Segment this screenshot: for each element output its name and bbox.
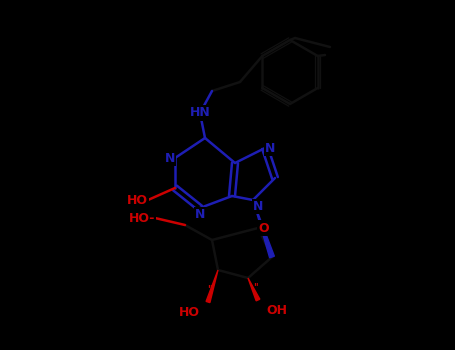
Text: HO-: HO- [129,211,155,224]
Text: HN: HN [190,106,210,119]
Polygon shape [253,200,274,258]
Text: HO: HO [127,194,148,206]
Text: N: N [253,200,263,213]
Polygon shape [206,270,218,303]
Text: O: O [258,222,268,235]
Text: OH: OH [266,304,287,317]
Text: N: N [265,141,275,154]
Text: N: N [165,152,175,164]
Text: '': '' [207,284,213,294]
Polygon shape [248,278,260,301]
Text: N: N [195,208,205,221]
Text: '': '' [253,282,259,292]
Text: HO: HO [179,306,200,319]
